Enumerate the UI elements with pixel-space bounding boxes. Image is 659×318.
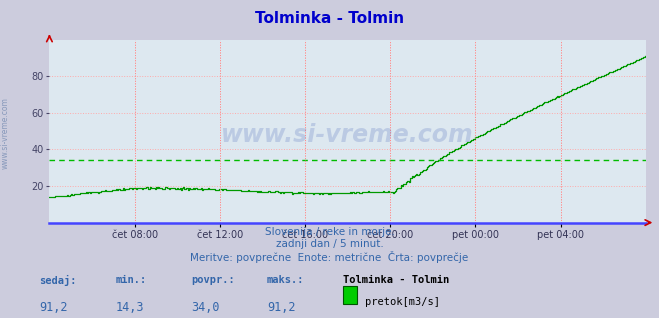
Text: 34,0: 34,0 — [191, 301, 219, 314]
Text: 14,3: 14,3 — [115, 301, 144, 314]
Text: sedaj:: sedaj: — [40, 275, 77, 286]
Text: povpr.:: povpr.: — [191, 275, 235, 285]
Text: Slovenija / reke in morje.: Slovenija / reke in morje. — [264, 227, 395, 237]
Text: 91,2: 91,2 — [267, 301, 295, 314]
Text: www.si-vreme.com: www.si-vreme.com — [1, 98, 10, 169]
Text: www.si-vreme.com: www.si-vreme.com — [221, 123, 474, 147]
Text: 91,2: 91,2 — [40, 301, 68, 314]
Text: zadnji dan / 5 minut.: zadnji dan / 5 minut. — [275, 239, 384, 249]
Text: Tolminka - Tolmin: Tolminka - Tolmin — [343, 275, 449, 285]
Text: Meritve: povprečne  Enote: metrične  Črta: povprečje: Meritve: povprečne Enote: metrične Črta:… — [190, 251, 469, 263]
Text: pretok[m3/s]: pretok[m3/s] — [365, 297, 440, 307]
Text: min.:: min.: — [115, 275, 146, 285]
Text: maks.:: maks.: — [267, 275, 304, 285]
Text: Tolminka - Tolmin: Tolminka - Tolmin — [255, 11, 404, 26]
